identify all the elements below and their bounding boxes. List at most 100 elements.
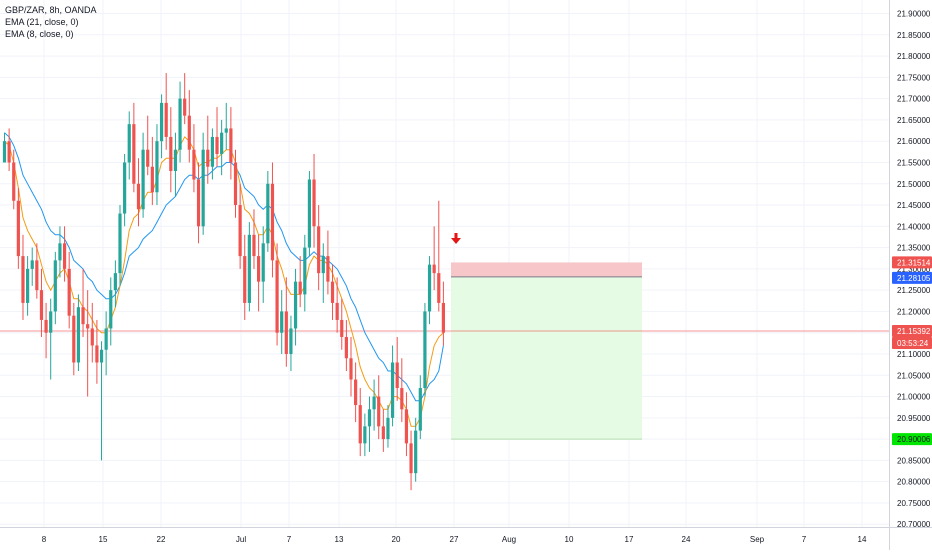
candle: [30, 247, 34, 286]
target-price-badge-label: 20.90006: [897, 435, 931, 444]
candle-body: [363, 426, 367, 444]
candle-body: [257, 256, 261, 282]
y-tick-label: 21.45000: [897, 201, 931, 210]
target-price-badge: 20.90006: [892, 433, 932, 446]
candle-body: [127, 124, 131, 163]
candle: [192, 124, 196, 193]
candle: [95, 319, 99, 384]
candle: [409, 430, 413, 491]
candle: [335, 277, 339, 333]
arrow-shaft: [454, 233, 458, 239]
x-tick-label: 7: [287, 535, 292, 544]
candle-body: [183, 98, 187, 116]
y-tick-label: 21.10000: [897, 350, 931, 359]
candle: [293, 268, 298, 346]
candles: [2, 73, 445, 491]
y-tick-label: 21.75000: [897, 73, 931, 82]
candle: [109, 277, 113, 346]
candle-body: [164, 102, 168, 137]
candle-body: [326, 256, 330, 282]
x-tick-label: Jul: [236, 535, 246, 544]
y-tick-label: 21.00000: [897, 393, 931, 402]
candle: [67, 251, 71, 329]
candle: [298, 256, 302, 308]
candle: [252, 209, 256, 269]
last-price-badge: 21.15392: [892, 325, 932, 338]
candle: [414, 417, 418, 482]
candle: [326, 230, 330, 295]
candle: [104, 311, 108, 376]
candle-body: [141, 149, 145, 210]
candle-body: [404, 409, 409, 444]
target-price-badge-bg: [892, 433, 932, 446]
candle: [247, 222, 251, 312]
y-tick-label: 21.80000: [897, 52, 931, 61]
x-tick-label: 24: [682, 535, 691, 544]
x-tick-label: 17: [625, 535, 634, 544]
candle: [377, 375, 381, 440]
candle: [99, 341, 104, 461]
candle-body: [53, 260, 57, 312]
candle: [358, 388, 362, 457]
candle: [155, 124, 159, 206]
candle-body: [233, 162, 238, 206]
candle: [270, 162, 275, 278]
candle-body: [386, 417, 390, 440]
candle-body: [76, 307, 81, 363]
candle-body: [2, 141, 7, 163]
candle-body: [330, 281, 335, 303]
candle: [404, 392, 409, 457]
y-tick-label: 21.60000: [897, 137, 931, 146]
x-axis: 8 15 22 Jul 7 13 20 27 Aug 10 17 24 Sep 7 14: [42, 535, 867, 544]
candle: [76, 294, 81, 372]
candle-body: [136, 183, 141, 210]
candle: [136, 158, 141, 227]
candle: [238, 183, 242, 269]
candle: [441, 281, 445, 346]
candle-body: [109, 290, 113, 329]
candle-body: [81, 307, 85, 325]
candle-body: [192, 149, 196, 180]
candle-body: [284, 311, 288, 354]
candle: [150, 136, 154, 206]
candle-body: [298, 281, 302, 295]
candle: [201, 132, 205, 235]
x-tick-label: 10: [565, 535, 574, 544]
candle-body: [187, 115, 191, 150]
symbol-title: GBP/ZAR, 8h, OANDA: [5, 5, 97, 15]
candle-body: [118, 213, 122, 274]
candle-body: [12, 162, 16, 201]
candle: [206, 115, 210, 184]
candle-body: [307, 179, 312, 248]
candle: [257, 234, 261, 312]
candle: [423, 302, 427, 397]
candle-body: [266, 183, 270, 244]
x-tick-label: 14: [858, 535, 867, 544]
x-tick-label: 22: [157, 535, 166, 544]
candle-body: [220, 132, 224, 154]
candle-body: [344, 336, 348, 359]
candle: [169, 107, 173, 193]
candle-body: [261, 243, 265, 282]
candle: [284, 277, 288, 367]
candle-body: [349, 358, 353, 380]
candle: [243, 234, 247, 320]
candle-body: [123, 162, 127, 214]
candle-body: [72, 315, 76, 363]
candle-body: [427, 264, 432, 312]
candle-body: [150, 166, 154, 193]
countdown-badge: 03:53:24: [892, 337, 932, 350]
candle-body: [62, 243, 67, 269]
candle: [12, 149, 16, 210]
candle: [363, 413, 367, 457]
candle: [224, 102, 228, 150]
candle-body: [303, 247, 307, 295]
candle-body: [395, 362, 399, 389]
candle: [90, 302, 94, 363]
candle-body: [16, 200, 20, 257]
candle: [233, 149, 238, 218]
candle-body: [335, 302, 339, 320]
candle-body: [95, 345, 99, 363]
